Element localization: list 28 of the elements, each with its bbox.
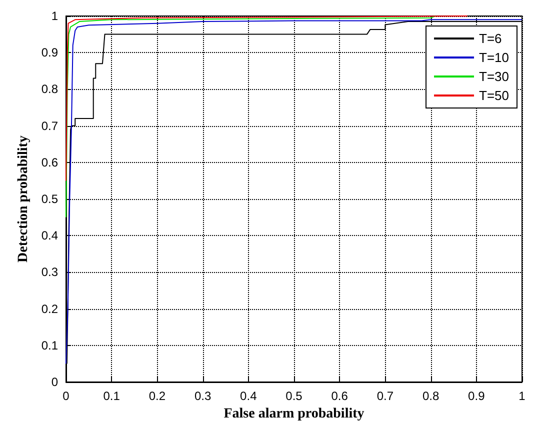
legend-label: T=30 xyxy=(479,69,510,84)
x-tick-label: 0.2 xyxy=(148,389,166,403)
x-tick-label: 0.1 xyxy=(103,389,120,403)
y-axis-title: Detection probability xyxy=(16,136,31,262)
x-tick-label: 0.4 xyxy=(240,389,258,403)
legend-label: T=50 xyxy=(479,88,510,103)
x-tick-label: 0.6 xyxy=(331,389,348,403)
y-tick-label: 0.4 xyxy=(41,228,58,243)
y-tick-label: 0.7 xyxy=(41,118,58,133)
x-tick-label: 0 xyxy=(62,389,70,403)
y-tick-label: 0.5 xyxy=(41,192,58,206)
x-tick-label: 0.8 xyxy=(422,389,440,403)
x-tick-label: 1 xyxy=(518,389,526,403)
y-tick-label: 0 xyxy=(51,375,58,389)
x-axis-title: False alarm probability xyxy=(224,406,364,422)
y-tick-label: 1 xyxy=(51,9,58,23)
y-tick-label: 0.6 xyxy=(41,155,58,170)
y-tick-label: 0.2 xyxy=(41,302,58,316)
y-tick-label: 0.8 xyxy=(41,82,58,96)
x-tick-label: 0.7 xyxy=(376,389,394,403)
y-tick-label: 0.1 xyxy=(41,338,58,352)
y-tick-label: 0.9 xyxy=(41,46,58,60)
x-tick-label: 0.5 xyxy=(286,389,303,403)
legend-label: T=6 xyxy=(479,31,502,46)
x-tick-label: 0.3 xyxy=(194,389,212,403)
legend-label: T=10 xyxy=(479,50,510,65)
x-tick-label: 0.9 xyxy=(468,389,486,403)
y-tick-label: 0.3 xyxy=(41,265,58,280)
